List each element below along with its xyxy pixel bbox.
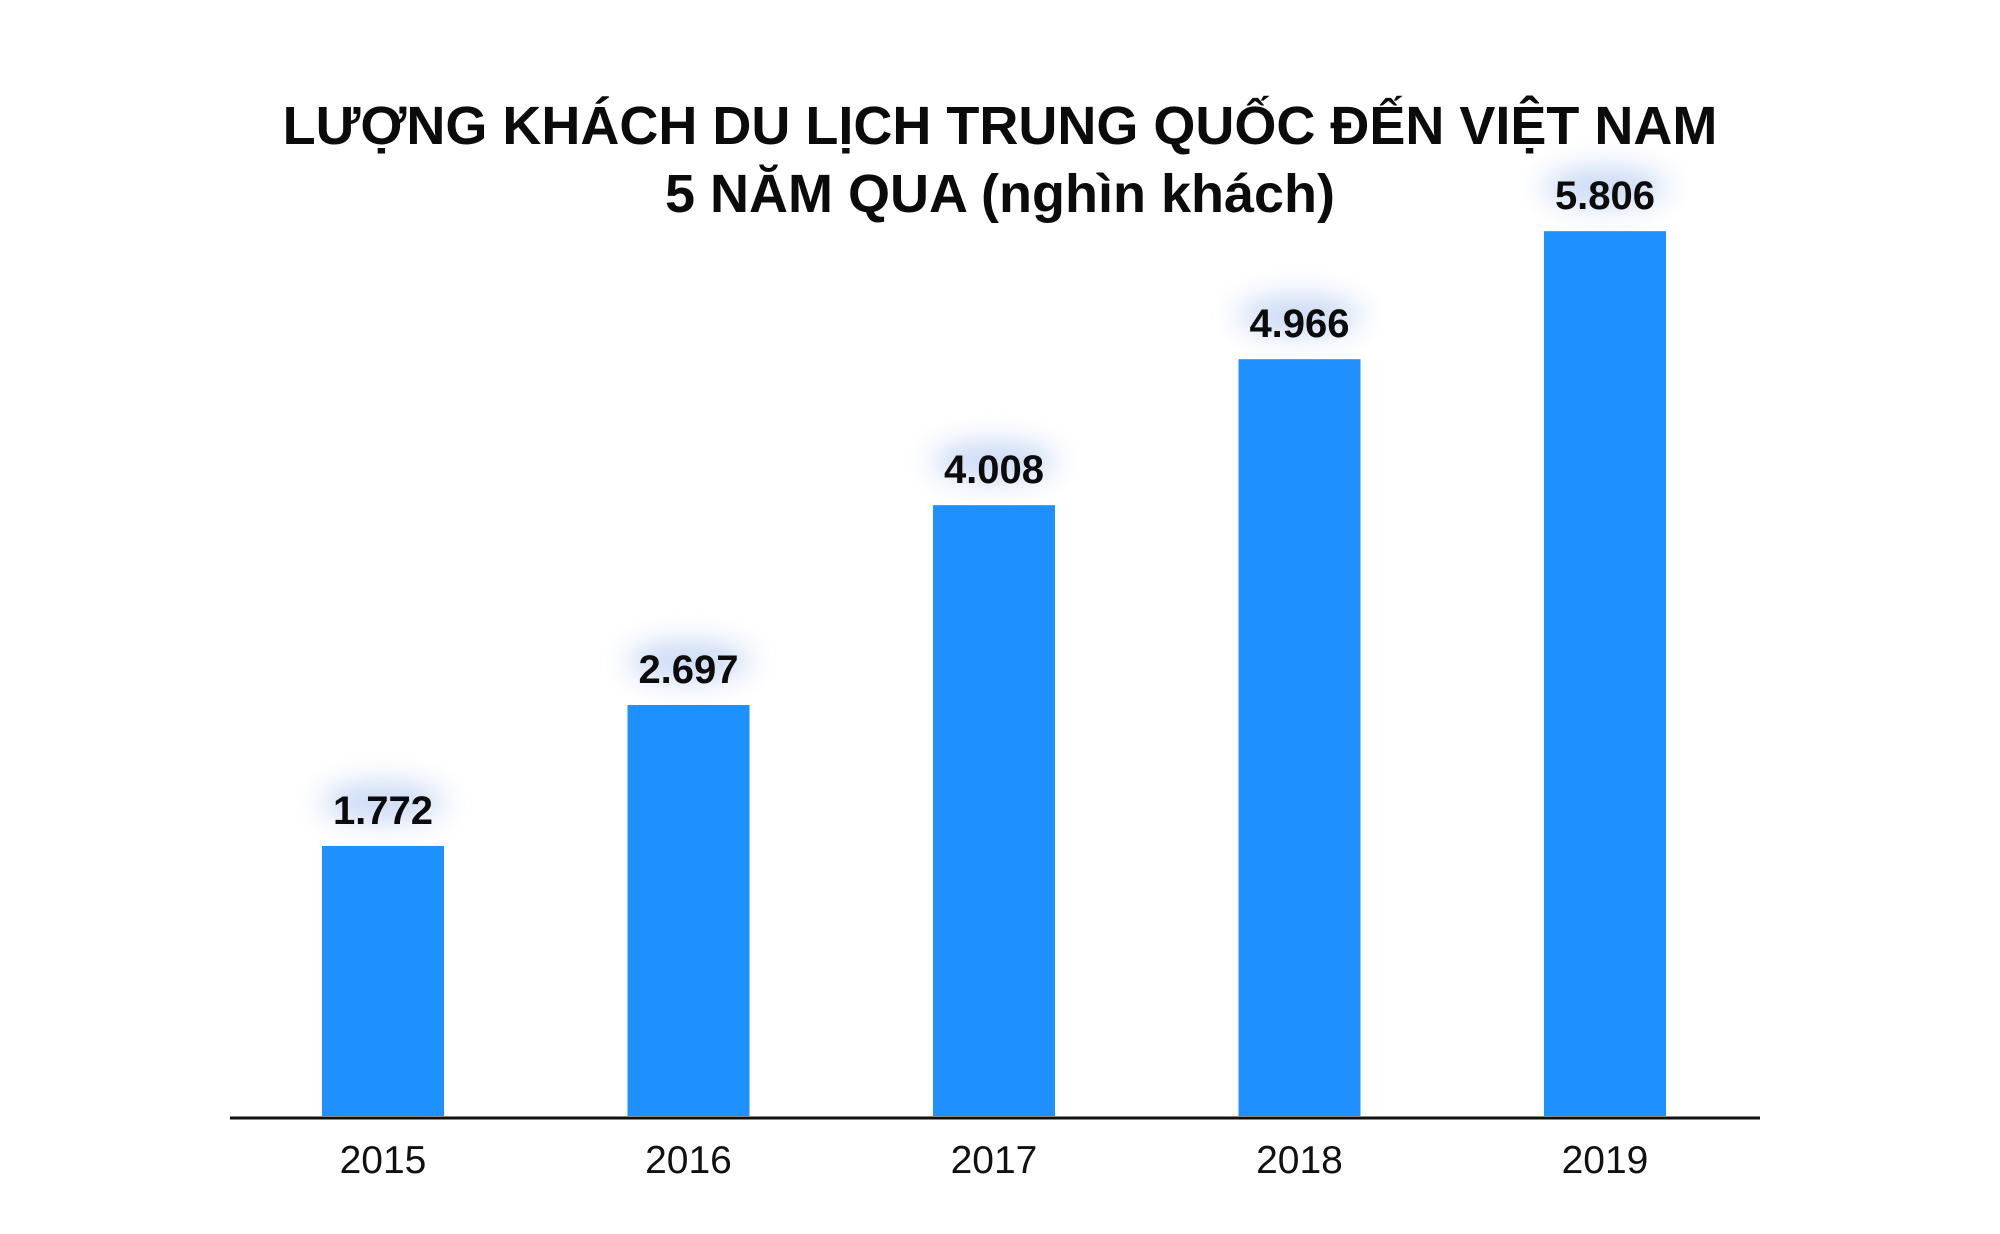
chart-subtitle: 5 NĂM QUA (nghìn khách) xyxy=(665,164,1335,224)
value-label-2015: 1.772 xyxy=(333,789,433,833)
value-label-2019: 5.806 xyxy=(1555,174,1655,218)
value-label-glow xyxy=(321,781,445,822)
label-glow-layer xyxy=(321,167,1667,822)
bar-series xyxy=(322,231,1666,1117)
x-tick-label-2018: 2018 xyxy=(1256,1139,1343,1182)
value-label-2017: 4.008 xyxy=(944,448,1044,492)
value-label-glow xyxy=(1543,167,1667,208)
bar-2017 xyxy=(933,505,1055,1116)
x-tick-labels: 2015 2016 2017 2018 2019 xyxy=(340,1139,1649,1182)
x-tick-label-2016: 2016 xyxy=(645,1139,732,1182)
value-label-2018: 4.966 xyxy=(1249,302,1349,346)
value-label-2016: 2.697 xyxy=(638,648,738,692)
x-tick-label-2017: 2017 xyxy=(951,1139,1038,1182)
bar-2019 xyxy=(1544,231,1666,1117)
x-tick-label-2019: 2019 xyxy=(1562,1139,1649,1182)
value-label-glow xyxy=(1237,295,1362,336)
bar-2016 xyxy=(627,704,750,1116)
data-labels: 1.772 2.697 4.008 4.966 5.806 xyxy=(333,174,1655,833)
value-label-glow xyxy=(932,441,1056,482)
bar-2015 xyxy=(322,845,444,1116)
bar-2018 xyxy=(1238,359,1361,1116)
chart-title-block: LƯỢNG KHÁCH DU LỊCH TRUNG QUỐC ĐẾN VIỆT … xyxy=(0,92,2000,228)
x-tick-label-2015: 2015 xyxy=(340,1139,427,1182)
value-label-glow xyxy=(626,640,751,681)
chart-title: LƯỢNG KHÁCH DU LỊCH TRUNG QUỐC ĐẾN VIỆT … xyxy=(282,96,1718,156)
